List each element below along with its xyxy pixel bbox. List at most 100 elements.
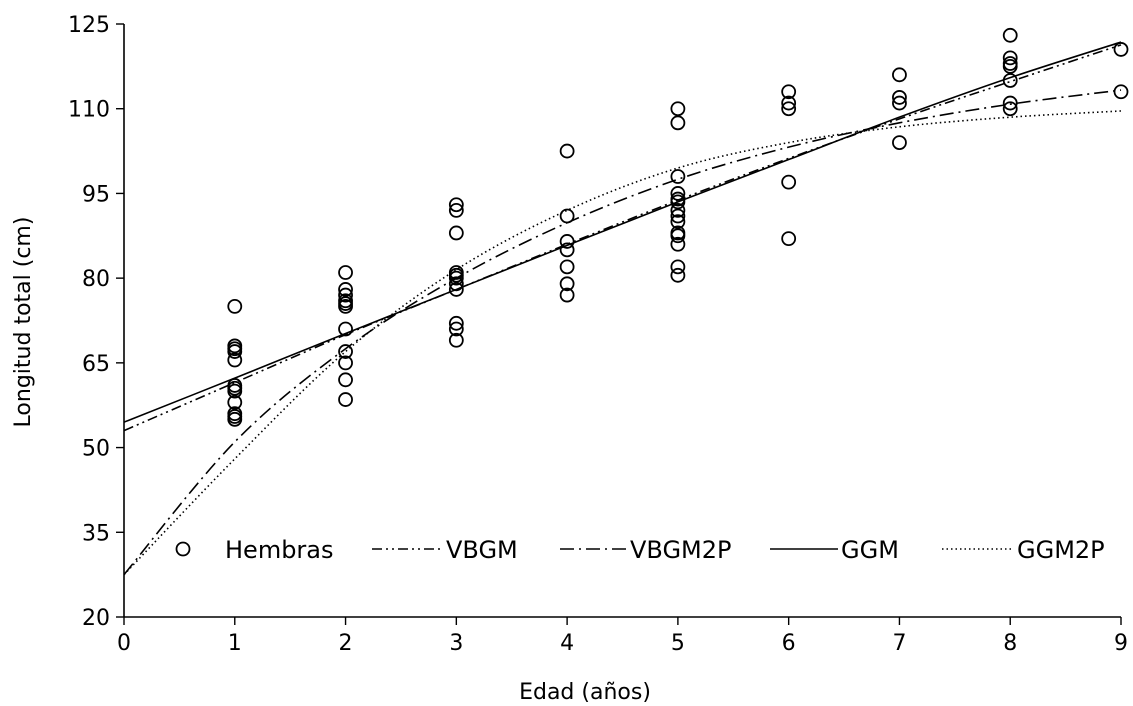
data-point	[338, 321, 353, 337]
y-tick-label: 65	[82, 352, 110, 377]
data-point	[559, 276, 575, 292]
data-point	[892, 135, 907, 151]
y-tick-label: 110	[68, 98, 110, 123]
x-tick-label: 5	[671, 631, 685, 656]
legend-item-vbgm: VBGM	[372, 536, 518, 564]
data-point	[670, 208, 686, 224]
data-point	[559, 242, 575, 258]
legend-item-vbgm2p: VBGM2P	[560, 536, 732, 564]
axes	[123, 24, 1121, 618]
x-tick-label: 7	[892, 631, 906, 656]
legend: Hembras VBGM VBGM2P GGM GGM2P	[175, 536, 1105, 564]
legend-swatch-hembras	[175, 541, 191, 557]
x-tick-label: 2	[339, 631, 353, 656]
data-point	[670, 186, 686, 201]
y-tick-label: 35	[82, 521, 110, 546]
curve-vbgm	[123, 44, 1122, 432]
x-tick-label: 6	[782, 631, 796, 656]
data-point	[1002, 101, 1018, 117]
data-point	[227, 380, 243, 396]
data-point	[670, 236, 686, 252]
data-point	[338, 392, 353, 407]
data-point	[227, 298, 243, 314]
data-point	[1113, 84, 1129, 100]
data-point	[670, 169, 686, 184]
data-point	[448, 282, 464, 297]
data-point	[338, 265, 353, 280]
legend-item-hembras: Hembras	[175, 536, 334, 564]
data-point	[1002, 95, 1018, 111]
legend-item-ggm: GGM	[770, 536, 899, 564]
data-point	[448, 225, 464, 241]
y-tick-label: 20	[82, 606, 110, 631]
y-axis-title: Longitud total (cm)	[11, 217, 36, 428]
curve-vbgm2p	[123, 89, 1122, 576]
y-tick-label: 50	[82, 437, 110, 462]
data-point	[670, 202, 686, 218]
data-point	[448, 332, 464, 348]
data-point	[781, 101, 797, 117]
data-point	[448, 202, 464, 218]
data-point	[1002, 27, 1018, 43]
y-tick-label: 125	[68, 13, 110, 38]
legend-label-ggm: GGM	[841, 536, 899, 564]
curve-ggm2p	[123, 110, 1122, 576]
data-point	[670, 259, 686, 275]
data-point	[670, 214, 686, 230]
x-tick-label: 1	[228, 631, 242, 656]
data-point	[781, 231, 797, 247]
legend-label-hembras: Hembras	[225, 536, 334, 564]
data-point	[338, 296, 353, 311]
data-point	[559, 259, 575, 275]
x-tick-label: 4	[560, 631, 574, 656]
data-point	[338, 372, 353, 388]
x-tick-label: 0	[117, 631, 131, 656]
data-point	[227, 409, 243, 424]
data-point	[892, 95, 907, 111]
data-point	[670, 115, 686, 131]
data-point	[559, 287, 575, 303]
data-point	[1002, 50, 1018, 66]
data-point	[338, 355, 353, 371]
data-point	[892, 90, 907, 105]
y-tick-label: 80	[82, 267, 110, 292]
data-points	[227, 27, 1129, 427]
data-point	[559, 208, 575, 224]
data-point	[338, 282, 353, 297]
data-point	[227, 352, 243, 368]
data-point	[559, 143, 575, 159]
x-tick-label: 9	[1114, 631, 1128, 656]
data-point	[448, 197, 464, 213]
data-point	[1113, 42, 1129, 57]
data-point	[1002, 73, 1018, 88]
ticks: 0 1 2 3 4 5 6 7 8 9 20 35 50 65 80 95 110 125	[68, 13, 1128, 656]
data-point	[670, 191, 686, 207]
data-point	[670, 228, 686, 244]
legend-item-ggm2p: GGM2P	[942, 536, 1105, 564]
x-tick-label: 3	[449, 631, 463, 656]
y-tick-label: 95	[82, 182, 110, 207]
curve-ggm	[123, 41, 1122, 423]
x-tick-label: 8	[1003, 631, 1017, 656]
x-axis-title: Edad (años)	[519, 680, 651, 705]
data-point	[227, 394, 243, 410]
data-point	[448, 276, 464, 292]
legend-label-vbgm: VBGM	[446, 536, 518, 564]
data-point	[448, 267, 464, 283]
data-point	[781, 95, 797, 111]
data-point	[781, 84, 797, 100]
data-point	[1002, 58, 1018, 74]
data-point	[892, 67, 907, 83]
data-point	[338, 344, 353, 359]
data-point	[448, 321, 464, 337]
data-point	[670, 101, 686, 117]
data-point	[670, 267, 686, 283]
fitted-curves	[123, 41, 1122, 576]
legend-label-vbgm2p: VBGM2P	[630, 536, 732, 564]
data-point	[448, 315, 464, 331]
data-point	[781, 174, 797, 190]
legend-label-ggm2p: GGM2P	[1017, 536, 1105, 564]
data-point	[559, 234, 575, 249]
data-point	[227, 341, 243, 357]
